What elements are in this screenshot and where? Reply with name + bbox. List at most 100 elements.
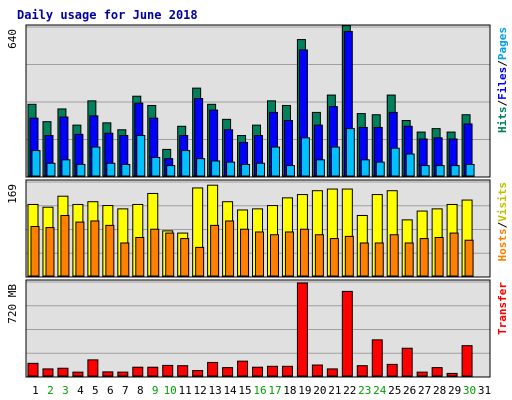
bar-hosts-day-22	[344, 235, 354, 277]
panel-frame	[25, 179, 491, 278]
bar-pages-day-25	[390, 147, 400, 177]
x-tick-label: 27	[418, 384, 431, 397]
y-tick-label: 720 MB	[6, 284, 19, 324]
x-tick-label: 10	[164, 384, 177, 397]
x-tick-label: 9	[152, 384, 159, 397]
bar-transfer-day-30	[461, 345, 473, 377]
y-label-files: Files	[496, 67, 509, 100]
bar-pages-day-6	[106, 162, 116, 177]
panel-3: 720 MB Transfer	[6, 279, 509, 378]
x-tick-label: 28	[433, 384, 446, 397]
bar-hosts-day-17	[269, 234, 279, 277]
x-tick-label: 29	[448, 384, 461, 397]
bar-pages-day-24	[375, 161, 385, 177]
bar-hosts-day-28	[434, 236, 444, 277]
bar-hosts-day-12	[195, 246, 205, 277]
label-separator: /	[496, 221, 509, 228]
y-label-visits: Visits	[496, 182, 509, 222]
label-separator: /	[496, 100, 509, 107]
x-tick-label: 25	[388, 384, 401, 397]
bar-transfer-day-21	[326, 368, 338, 377]
bar-pages-day-5	[91, 146, 101, 177]
bar-transfer-day-16	[252, 366, 264, 377]
panel-frame	[25, 279, 491, 378]
bar-pages-day-23	[360, 159, 370, 177]
bar-pages-day-4	[76, 163, 86, 177]
x-tick-label: 6	[107, 384, 114, 397]
bar-transfer-day-18	[281, 365, 293, 377]
bar-transfer-day-11	[177, 365, 189, 377]
bar-transfer-day-17	[266, 365, 278, 377]
bar-transfer-day-15	[237, 360, 249, 377]
bar-transfer-day-2	[42, 368, 54, 377]
bar-hosts-day-13	[210, 224, 220, 277]
bar-pages-day-18	[285, 165, 295, 177]
x-tick-label: 7	[122, 384, 129, 397]
bar-pages-day-28	[435, 165, 445, 177]
bar-transfer-day-19	[296, 282, 308, 377]
bar-pages-day-15	[241, 163, 251, 177]
bar-transfer-day-20	[311, 364, 323, 377]
y-tick-label: 169	[6, 184, 19, 204]
x-tick-label: 20	[313, 384, 326, 397]
chart-title: Daily usage for June 2018	[17, 8, 198, 22]
y-axis-label: Transfer	[496, 282, 509, 335]
panel-1: 640 Hits/Files/Pages	[6, 24, 509, 178]
bar-transfer-day-5	[87, 359, 99, 377]
x-tick-label: 11	[179, 384, 192, 397]
bar-pages-day-13	[211, 160, 221, 177]
bar-pages-day-27	[420, 165, 430, 177]
bar-transfer-day-29	[446, 372, 458, 377]
x-tick-label: 14	[223, 384, 237, 397]
bar-transfer-day-4	[72, 371, 84, 377]
bar-pages-day-20	[315, 159, 325, 177]
bar-pages-day-1	[31, 150, 41, 177]
x-tick-label: 30	[463, 384, 476, 397]
bar-transfer-day-6	[102, 371, 114, 377]
bar-transfer-day-27	[416, 371, 428, 377]
x-tick-label: 23	[358, 384, 371, 397]
bar-transfer-day-10	[162, 364, 174, 377]
bar-transfer-day-8	[132, 366, 144, 377]
bar-pages-day-21	[330, 146, 340, 177]
x-tick-label: 21	[328, 384, 341, 397]
x-tick-label: 2	[47, 384, 54, 397]
bar-transfer-day-1	[27, 362, 39, 377]
bar-pages-day-22	[345, 128, 355, 177]
bar-hosts-day-24	[374, 242, 384, 277]
y-tick-label: 640	[6, 29, 19, 49]
label-separator: /	[496, 60, 509, 67]
x-tick-label: 12	[194, 384, 207, 397]
x-tick-label: 8	[137, 384, 144, 397]
bar-hosts-day-7	[120, 242, 130, 277]
x-tick-label: 24	[373, 384, 387, 397]
bar-transfer-day-14	[222, 367, 234, 377]
bar-pages-day-3	[61, 159, 71, 177]
panel-frame	[25, 24, 491, 178]
bar-hosts-day-19	[299, 228, 309, 277]
bar-pages-day-17	[270, 146, 280, 177]
x-tick-label: 13	[208, 384, 221, 397]
bar-hosts-day-15	[240, 228, 250, 277]
bar-transfer-day-26	[401, 347, 413, 377]
bar-hosts-day-6	[105, 224, 115, 277]
bar-pages-day-2	[46, 162, 56, 177]
y-axis-label: Hits/Files/Pages	[496, 27, 509, 133]
bar-pages-day-30	[465, 163, 475, 177]
y-label-pages: Pages	[496, 27, 509, 60]
x-tick-label: 17	[268, 384, 281, 397]
x-tick-label: 19	[298, 384, 311, 397]
bar-hosts-day-20	[314, 234, 324, 277]
bar-hosts-day-23	[359, 242, 369, 277]
bar-hosts-day-29	[449, 232, 459, 277]
bar-hosts-day-18	[284, 231, 294, 277]
bar-hosts-day-2	[45, 227, 55, 277]
bar-transfer-day-12	[192, 370, 204, 377]
bar-transfer-day-23	[356, 365, 368, 377]
bar-hosts-day-14	[225, 220, 235, 277]
bar-transfer-day-22	[341, 290, 353, 377]
x-tick-label: 31	[478, 384, 491, 397]
x-tick-label: 18	[283, 384, 296, 397]
y-label-hosts: Hosts	[496, 228, 509, 261]
